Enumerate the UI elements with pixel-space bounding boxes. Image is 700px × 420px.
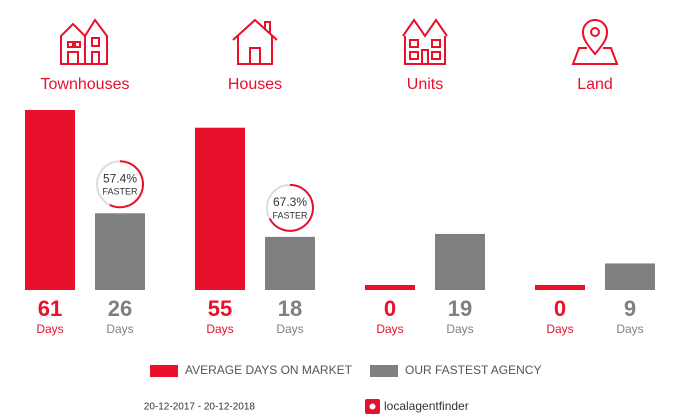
unit-label: Days xyxy=(276,322,303,336)
bar xyxy=(365,285,415,290)
legend-swatch xyxy=(150,365,178,377)
unit-label: Days xyxy=(36,322,63,336)
badge-arc xyxy=(268,183,314,232)
legend-label: AVERAGE DAYS ON MARKET xyxy=(185,363,353,377)
badge-value: 67.3% xyxy=(273,195,307,209)
date-range: 20-12-2017 - 20-12-2018 xyxy=(144,402,256,413)
badge-text: FASTER xyxy=(102,187,138,197)
bar xyxy=(605,263,655,290)
land-icon xyxy=(571,19,619,65)
badge-arc xyxy=(109,160,144,209)
badge-text: FASTER xyxy=(272,210,308,220)
bar xyxy=(95,213,145,290)
value-label: 18 xyxy=(278,296,302,321)
house-icon xyxy=(232,18,278,65)
value-label: 61 xyxy=(38,296,62,321)
unit-label: Days xyxy=(616,322,643,336)
logo: localagentfinder xyxy=(384,399,469,413)
category-label: Units xyxy=(407,76,443,93)
unit-label: Days xyxy=(376,322,403,336)
bar xyxy=(25,110,75,290)
bar xyxy=(195,127,245,290)
badge-value: 57.4% xyxy=(103,171,137,185)
bar xyxy=(535,285,585,290)
value-label: 0 xyxy=(384,296,396,321)
value-label: 9 xyxy=(624,296,636,321)
bar xyxy=(265,236,315,290)
value-label: 55 xyxy=(208,296,232,321)
category-label: Houses xyxy=(228,76,282,93)
legend-label: OUR FASTEST AGENCY xyxy=(405,363,541,377)
legend-swatch xyxy=(370,365,398,377)
logo-dot xyxy=(369,403,376,410)
unit-label: Days xyxy=(546,322,573,336)
unit-label: Days xyxy=(106,322,133,336)
unit-label: Days xyxy=(206,322,233,336)
value-label: 0 xyxy=(554,296,566,321)
category-label: Land xyxy=(577,76,613,93)
unit-label: Days xyxy=(446,322,473,336)
townhouse-icon xyxy=(60,18,108,65)
value-label: 19 xyxy=(448,296,472,321)
value-label: 26 xyxy=(108,296,132,321)
units-icon xyxy=(402,18,448,65)
bar xyxy=(435,233,485,290)
category-label: Townhouses xyxy=(41,76,130,93)
